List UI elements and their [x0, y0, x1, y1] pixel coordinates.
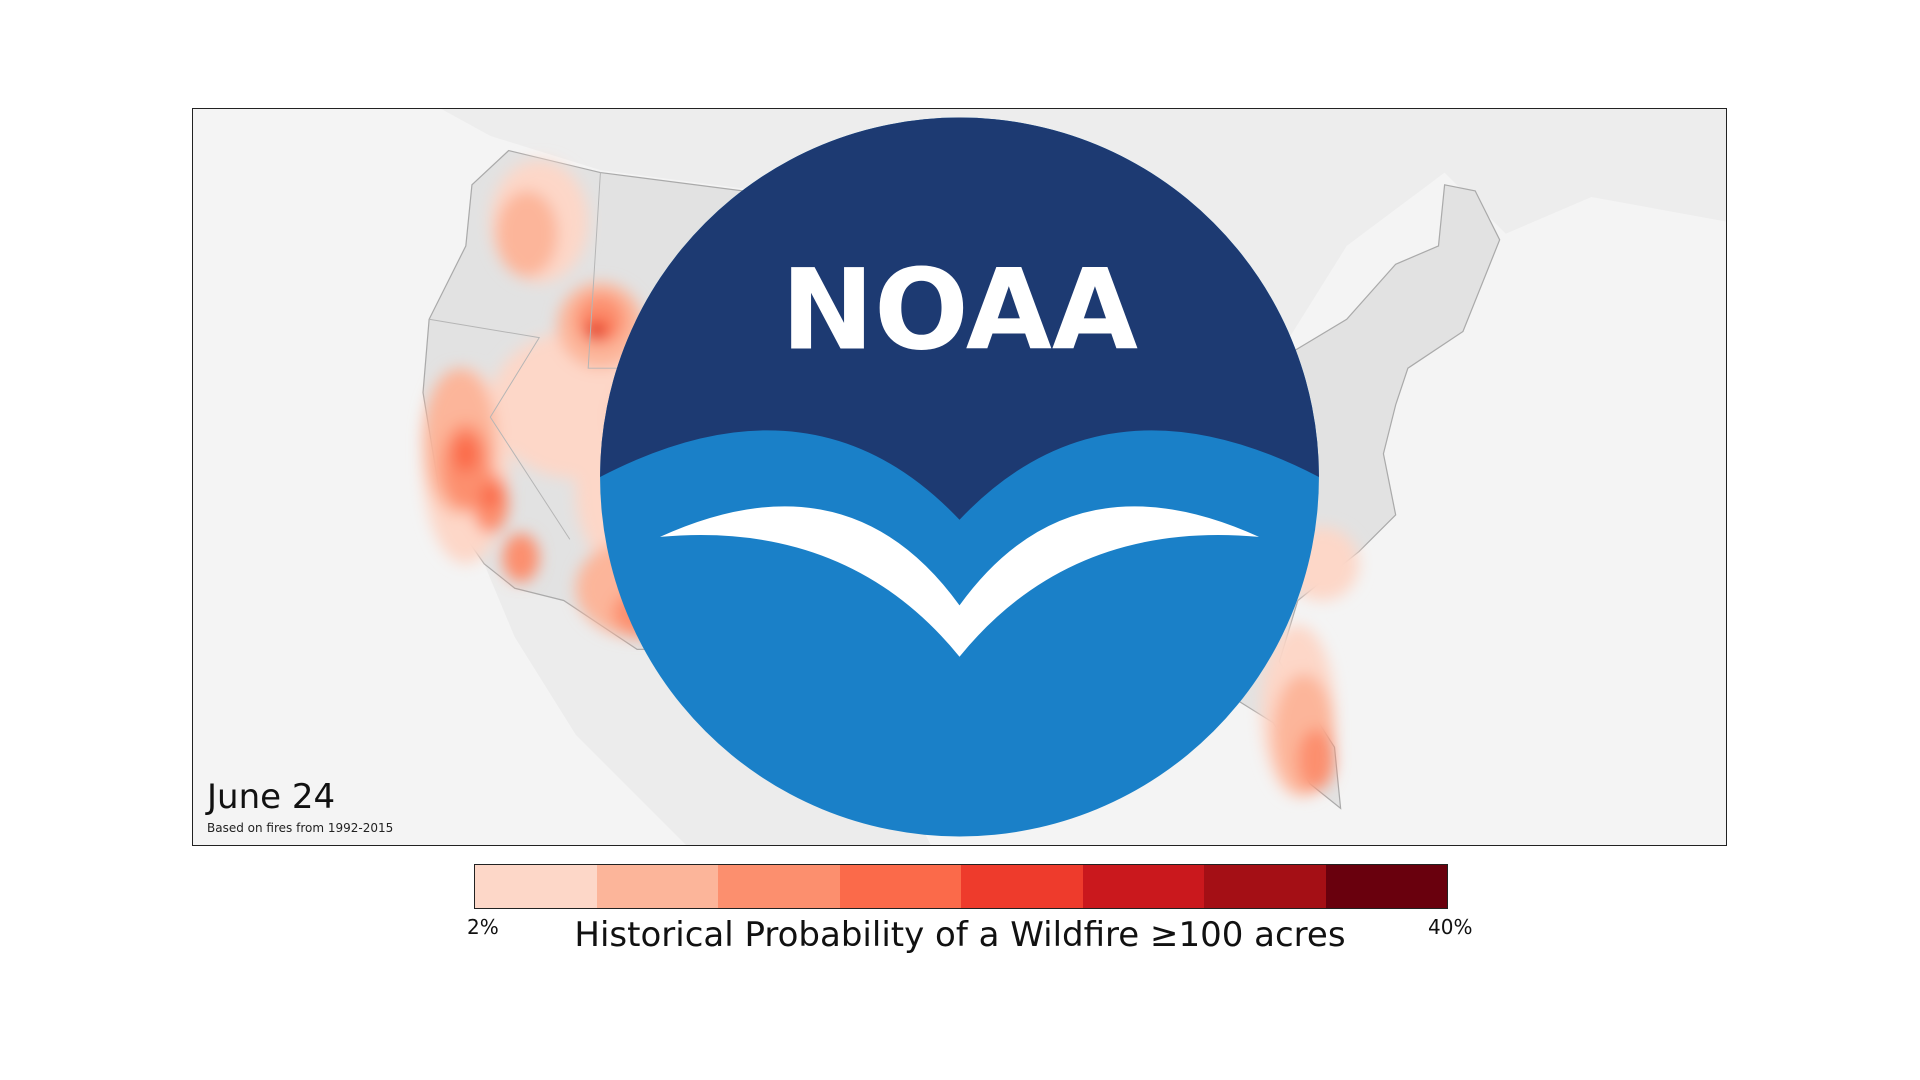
legend-swatch: [839, 865, 961, 908]
legend-swatch: [475, 865, 597, 908]
svg-text:NOAA: NOAA: [781, 247, 1138, 376]
map-subtitle: Based on fires from 1992-2015: [207, 821, 394, 835]
legend-swatch: [718, 865, 840, 908]
probability-area: [1297, 728, 1335, 790]
probability-area: [496, 190, 558, 277]
legend-max-label: 40%: [1428, 915, 1473, 939]
land-canada: [193, 109, 1726, 344]
map-date: June 24: [207, 777, 336, 817]
legend-swatch: [961, 865, 1083, 908]
probability-area: [588, 325, 603, 338]
probability-area: [502, 533, 540, 583]
legend-swatch: [1325, 865, 1447, 908]
legend-swatch: [596, 865, 718, 908]
noaa-logo: NOAA: [600, 117, 1319, 837]
legend-swatch: [1082, 865, 1204, 908]
color-legend: [474, 864, 1448, 909]
probability-area: [453, 435, 479, 473]
probability-area: [480, 484, 501, 509]
legend-title: Historical Probability of a Wildfire ≥10…: [574, 915, 1346, 955]
map-frame: June 24 Based on fires from 1992-2015 NO…: [192, 108, 1727, 846]
legend-swatch: [1204, 865, 1326, 908]
legend-min-label: 2%: [467, 915, 499, 939]
